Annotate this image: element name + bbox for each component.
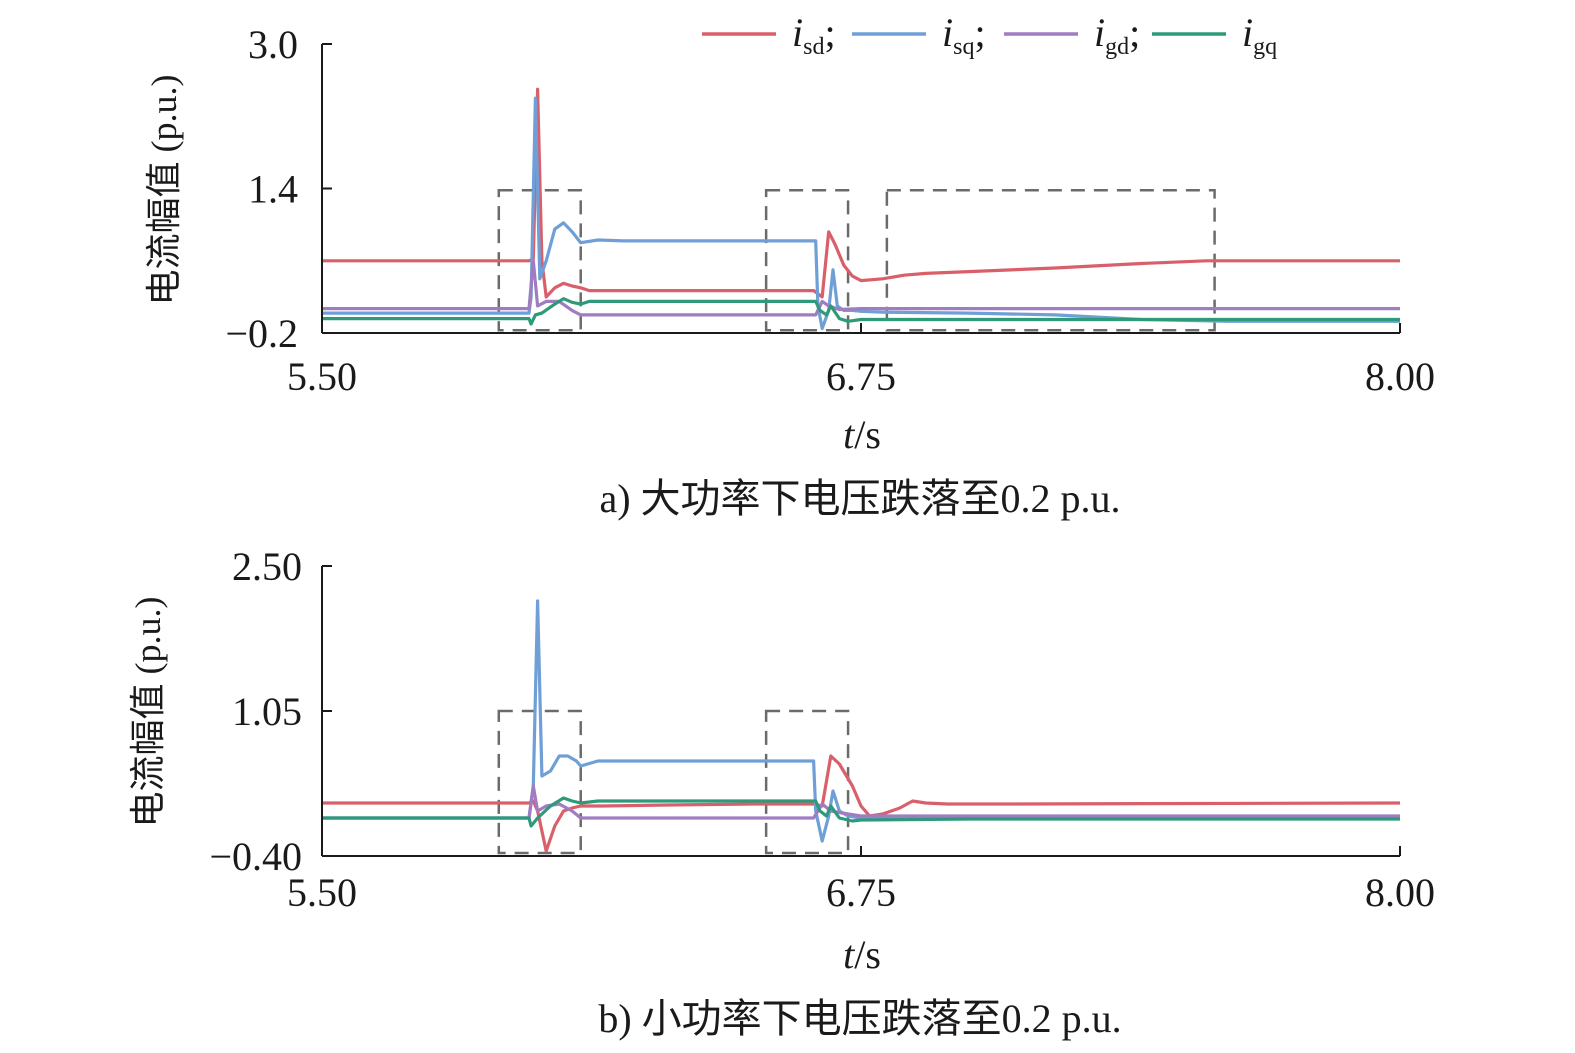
highlight-box bbox=[764, 709, 850, 855]
x-axis-label-unit: /s bbox=[854, 412, 881, 457]
highlight-box bbox=[764, 189, 850, 332]
series-line-isd bbox=[322, 754, 1401, 853]
series-line-isq bbox=[322, 96, 1400, 331]
x-axis-label-unit: /s bbox=[854, 932, 881, 977]
series-line-isd bbox=[322, 87, 1400, 299]
series-line-igq bbox=[322, 297, 1400, 326]
series-line-igd bbox=[322, 784, 1400, 820]
highlight-boxes bbox=[497, 709, 850, 855]
x-tick-label: 6.75 bbox=[826, 354, 896, 399]
chart-panel-b: 2.50 1.05 −0.40 5.50 6.75 8.00 电流幅值 (p.u.) t… bbox=[128, 544, 1435, 1041]
x-axis-label: t/s bbox=[843, 932, 881, 977]
y-tick-label: 2.50 bbox=[232, 544, 302, 589]
y-axis-label: 电流幅值 (p.u.) bbox=[128, 597, 168, 828]
y-ticks: 2.50 1.05 −0.40 bbox=[209, 544, 332, 879]
x-ticks: 5.50 6.75 8.00 bbox=[287, 846, 1435, 915]
y-tick-label: −0.40 bbox=[209, 834, 302, 879]
series-lines bbox=[322, 599, 1401, 853]
series-line-igd bbox=[322, 259, 1400, 317]
caption: b) 小功率下电压跌落至0.2 p.u. bbox=[598, 996, 1121, 1041]
y-tick-label: 3.0 bbox=[248, 22, 298, 67]
legend-label-igd: igd; bbox=[1094, 10, 1140, 60]
legend-label-igq: igq bbox=[1242, 10, 1277, 60]
x-axis-label: t/s bbox=[843, 412, 881, 457]
y-tick-label: 1.05 bbox=[232, 689, 302, 734]
highlight-box bbox=[497, 709, 582, 855]
x-tick-label: 8.00 bbox=[1365, 870, 1435, 915]
x-tick-label: 6.75 bbox=[826, 870, 896, 915]
legend-label-isd: isd; bbox=[792, 10, 836, 60]
y-ticks: 3.0 1.4 −0.2 bbox=[225, 22, 332, 356]
x-ticks: 5.50 6.75 8.00 bbox=[287, 323, 1435, 399]
series-line-igq bbox=[322, 796, 1400, 828]
y-tick-label: 1.4 bbox=[248, 167, 298, 212]
x-tick-label: 8.00 bbox=[1365, 354, 1435, 399]
caption: a) 大功率下电压跌落至0.2 p.u. bbox=[599, 476, 1120, 521]
chart-panel-a: 3.01.4−0.2 5.50 6.75 8.00 电流幅值 (p.u.) t/s … bbox=[144, 22, 1435, 521]
legend-label-isq: isq; bbox=[942, 10, 986, 60]
legend: isd; isq; igd; igq bbox=[702, 10, 1277, 60]
y-axis-label: 电流幅值 (p.u.) bbox=[144, 75, 184, 306]
x-tick-label: 5.50 bbox=[287, 870, 357, 915]
x-tick-label: 5.50 bbox=[287, 354, 357, 399]
x-axis-label-var: t bbox=[843, 412, 855, 457]
series-lines bbox=[322, 87, 1400, 331]
y-tick-label: −0.2 bbox=[225, 311, 298, 356]
x-axis-label-var: t bbox=[843, 932, 855, 977]
